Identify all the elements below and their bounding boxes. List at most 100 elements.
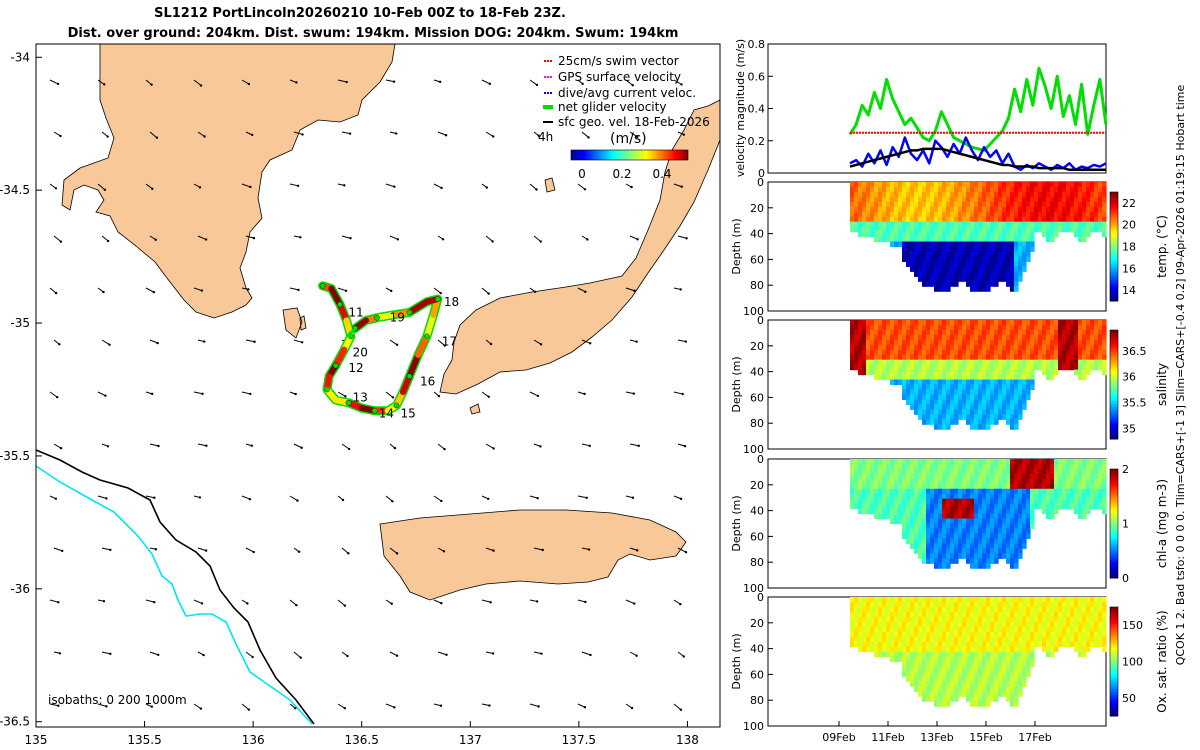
section-cell [978, 424, 983, 430]
sfc-vector-head [443, 447, 446, 451]
section-cell [878, 374, 883, 381]
section-cell [1026, 606, 1031, 613]
section-cell [1078, 483, 1083, 490]
section-cell [906, 656, 911, 663]
section-cell [930, 399, 935, 405]
section-cell [950, 666, 955, 673]
section-cell [862, 473, 867, 480]
velocity-axes: 00.20.40.60.8 [748, 38, 773, 180]
section-cell [994, 389, 999, 396]
section-cell [934, 626, 939, 633]
section-cell [902, 601, 907, 608]
section-cell [934, 701, 939, 707]
colorbar-cell [1110, 373, 1118, 377]
section-cell [938, 359, 943, 366]
sfc-vector-head [540, 652, 543, 655]
section-cell [974, 276, 979, 282]
section-cell [1014, 221, 1019, 228]
section-cell [994, 211, 999, 218]
colorbar-cell [1110, 287, 1118, 291]
section-cell [902, 320, 907, 326]
section-cell [1022, 661, 1027, 668]
section-cell [1002, 394, 1007, 400]
sfc-vector-head [535, 600, 539, 603]
section-cell [962, 324, 967, 331]
section-cell [878, 646, 883, 653]
section-cell [990, 626, 995, 633]
colorbar-cell [1110, 192, 1118, 196]
section-cell [1042, 493, 1047, 500]
section-cell [918, 241, 923, 248]
section-cell [886, 597, 891, 603]
section-cell [926, 246, 931, 253]
section-cell [918, 671, 923, 677]
section-cell [850, 597, 855, 603]
section-cell [986, 523, 991, 530]
section-cell [1082, 626, 1087, 633]
section-cell [926, 414, 931, 420]
section-cell [962, 339, 967, 346]
section-cell [1010, 463, 1015, 470]
section-cell [946, 696, 951, 702]
sfc-vector [629, 235, 638, 240]
section-cell [942, 621, 947, 628]
section-cell [1014, 597, 1019, 603]
map-colorbar [570, 149, 689, 161]
section-cell [1030, 661, 1035, 668]
section-cell [950, 681, 955, 687]
section-cell [882, 329, 887, 336]
section-cell [1010, 601, 1015, 608]
section-cell [970, 606, 975, 613]
section-cell [1006, 523, 1011, 530]
section-cell [858, 606, 863, 613]
section-cell [862, 611, 867, 618]
section-cell [986, 320, 991, 326]
section-cell [962, 359, 967, 366]
section-cell [1050, 621, 1055, 628]
section-cell [1066, 483, 1071, 490]
section-cell [978, 656, 983, 663]
section-cell [918, 201, 923, 208]
section-cell [934, 374, 939, 381]
section-cell [1086, 211, 1091, 218]
section-cell [902, 463, 907, 470]
section-cell [994, 256, 999, 262]
section-cell [974, 364, 979, 371]
section-cell [1010, 329, 1015, 336]
section-cell [986, 256, 991, 262]
section-cell [962, 241, 967, 248]
section-cell [902, 241, 907, 248]
section-cell [882, 631, 887, 638]
section-cell [1102, 498, 1107, 505]
sfc-vector-head [680, 83, 683, 86]
section-cell [950, 196, 955, 203]
section-cell [862, 349, 867, 356]
section-cell [942, 226, 947, 233]
section-cell [950, 661, 955, 668]
section-cell [966, 621, 971, 628]
section-cell [1094, 201, 1099, 208]
section-cell [1026, 324, 1031, 331]
section-cell [990, 686, 995, 692]
section-cell [854, 488, 859, 495]
section-cell [1006, 558, 1011, 564]
section-cell [1078, 236, 1083, 243]
section-cell [962, 334, 967, 341]
section-cell [1014, 661, 1019, 668]
section-cell [1034, 320, 1039, 326]
section-cell [970, 523, 975, 530]
section-cell [1038, 601, 1043, 608]
section-cell [1002, 543, 1007, 549]
section-cell [870, 186, 875, 193]
section-cell [1018, 468, 1023, 475]
section-cell [938, 201, 943, 208]
section-ytick-label: 100 [743, 443, 764, 456]
section-cell [942, 626, 947, 633]
section-cell [890, 636, 895, 643]
section-cell [930, 661, 935, 668]
section-cell [1058, 196, 1063, 203]
section-cell [1066, 493, 1071, 500]
section-cell [998, 236, 1003, 243]
section-cell [1006, 182, 1011, 188]
section-cell [890, 503, 895, 510]
